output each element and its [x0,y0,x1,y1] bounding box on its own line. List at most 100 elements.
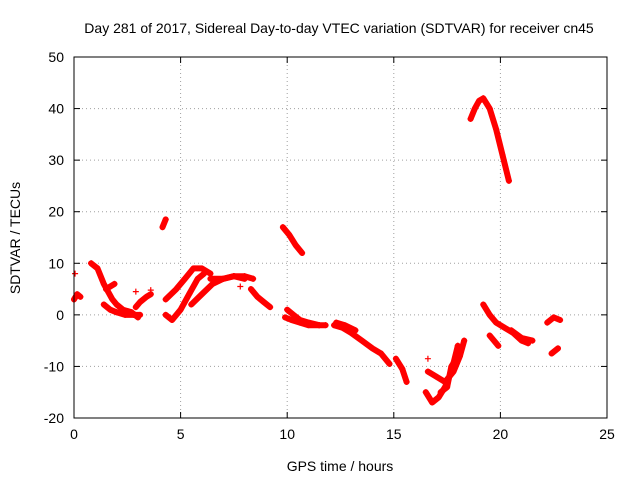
series-s26 [548,345,561,357]
x-tick-label: 25 [599,426,615,442]
data-point-marker [480,301,487,308]
series-trace [331,322,393,367]
data-point-marker [162,216,169,223]
data-point-marker [341,322,348,329]
data-point-marker [493,126,500,133]
series-trace [392,355,410,385]
data-point-marker [284,306,291,313]
axis-ticks: 0 5 10 15 20 25 -20 -10 0 10 20 30 40 50 [44,49,615,442]
data-point-marker [422,389,429,396]
data-point-marker [247,286,254,293]
series-s14 [282,314,323,329]
data-point-marker [109,296,116,303]
data-point-marker [111,280,118,287]
x-tick-label: 10 [279,426,295,442]
data-point-marker [143,293,150,300]
data-point-marker [279,224,286,231]
y-tick-label: 40 [48,101,64,117]
data-point-marker [181,275,188,282]
series-s21 [467,95,512,184]
series-trace [162,265,214,303]
data-point-marker [113,301,120,308]
series-trace [248,286,274,311]
data-point-marker [282,314,289,321]
series-trace [279,224,306,256]
plot-frame [73,56,608,419]
outlier-marker [72,270,79,277]
series-s25 [544,314,564,326]
data-point-marker [290,311,297,318]
series-s4 [102,280,118,293]
y-tick-label: -10 [44,358,64,374]
series-s23 [486,332,502,349]
y-tick-label: 30 [48,152,64,168]
y-axis-label: SDTVAR / TECUs [7,182,23,294]
data-point-marker [102,286,109,293]
data-point-marker [499,151,506,158]
data-point-marker [88,260,95,267]
outlier-marker [237,283,244,290]
y-tick-label: 0 [56,307,64,323]
series-trace [437,353,461,396]
data-point-marker [392,355,399,362]
data-point-marker [550,314,557,321]
series-s8 [162,265,214,303]
data-point-marker [77,293,84,300]
x-tick-label: 0 [70,426,78,442]
grid-lines [74,57,607,418]
y-tick-label: 10 [48,255,64,271]
data-point-marker [518,335,525,342]
data-point-marker [369,345,376,352]
data-point-marker [188,301,195,308]
data-point-marker [386,360,393,367]
data-point-marker [435,394,442,401]
data-point-marker [100,280,107,287]
data-point-marker [299,249,306,256]
data-point-marker [424,368,431,375]
series-s11 [247,286,274,311]
series-s10 [207,273,257,282]
data-point-marker [429,399,436,406]
data-point-marker [529,337,536,344]
data-point-marker [186,291,193,298]
data-point-marker [448,363,455,370]
data-point-marker [557,317,564,324]
x-axis-label: GPS time / hours [287,458,394,474]
data-point-marker [74,291,81,298]
data-point-marker [286,231,293,238]
data-point-marker [476,97,483,104]
data-point-marker [437,389,444,396]
data-point-marker [461,337,468,344]
data-point-marker [220,275,227,282]
data-point-marker [207,270,214,277]
data-point-marker [113,309,120,316]
y-tick-label: 20 [48,204,64,220]
data-point-marker [94,265,101,272]
data-point-marker [305,322,312,329]
data-point-marker [162,311,169,318]
outlier-marker [132,288,139,295]
series-trace [486,332,502,349]
data-point-marker [198,291,205,298]
data-point-marker [159,224,166,231]
data-point-marker [177,306,184,313]
outlier-marker [424,355,431,362]
data-point-marker [433,373,440,380]
data-point-marker [352,327,359,334]
data-point-marker [230,273,237,280]
series-s20 [437,353,461,396]
series-trace [467,95,512,184]
chart-title: Day 281 of 2017, Sidereal Day-to-day VTE… [84,20,594,36]
series-s12 [279,224,306,256]
series-s3 [100,301,144,318]
series-trace [132,291,154,311]
data-point-marker [207,275,214,282]
series-trace [103,280,118,293]
series-s6 [159,216,169,231]
data-point-marker [486,105,493,112]
outlier-marker [147,287,154,294]
data-point-marker [495,342,502,349]
data-point-marker [137,311,144,318]
series-s15 [331,322,393,367]
